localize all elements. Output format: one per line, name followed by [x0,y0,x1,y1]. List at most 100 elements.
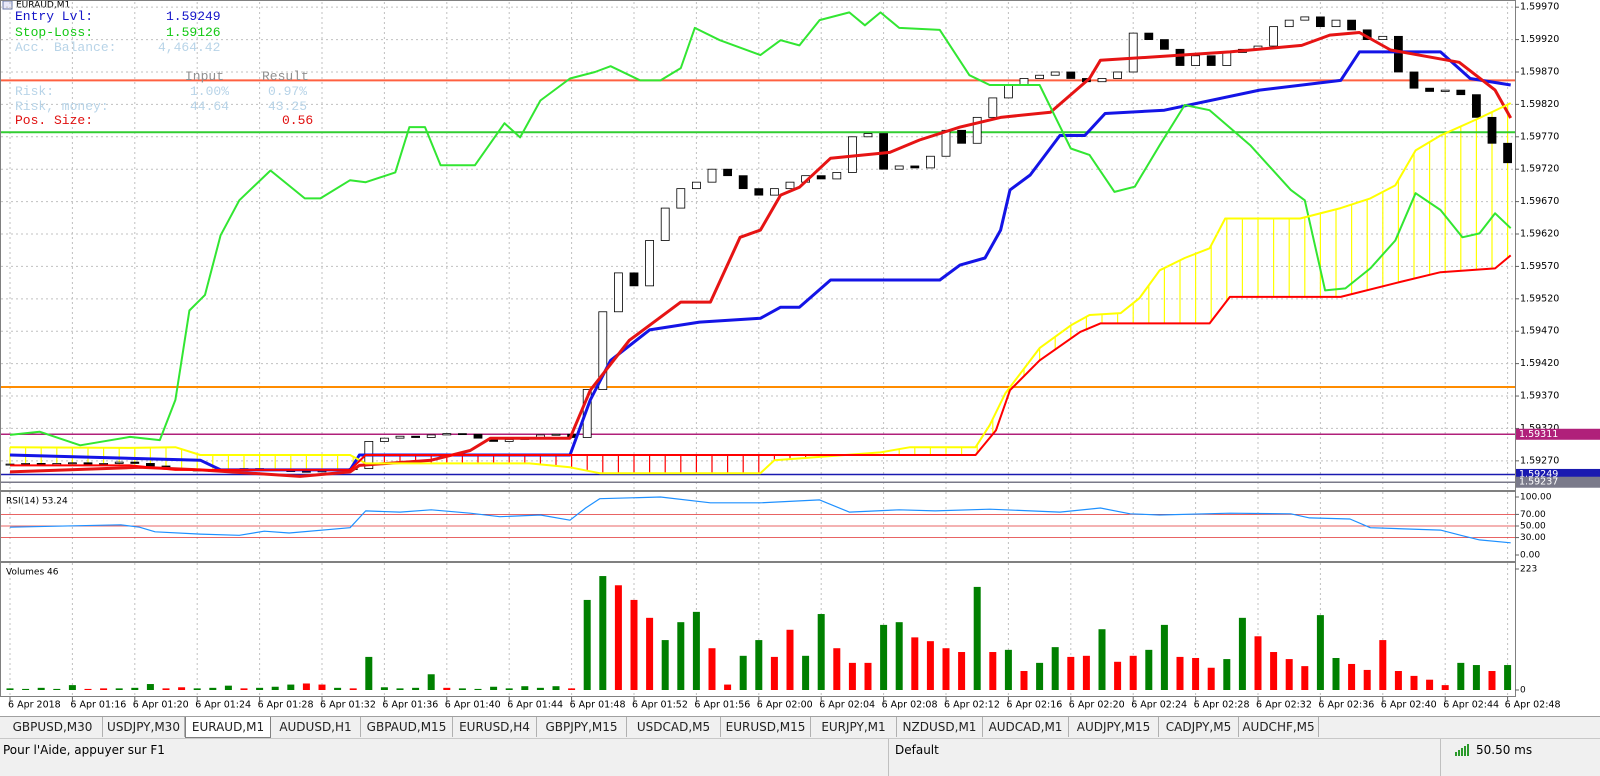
candle-body [972,116,982,144]
risk-input: 1.00% [190,84,230,99]
volume-bar [209,687,217,690]
volume-bar [755,640,763,690]
symbol-tab[interactable]: EURUSD,M15 [721,717,811,737]
volume-bar [817,614,825,690]
y-tick-label: 0.00 [1520,551,1540,561]
symbol-tab[interactable]: CADJPY,M5 [1159,717,1239,737]
volume-bar [1192,657,1200,690]
symbol-tab[interactable]: AUDJPY,M15 [1069,717,1159,737]
symbol-tab[interactable]: NZDUSD,M1 [897,717,983,737]
candle-body [614,272,623,313]
candle-body [1284,19,1294,28]
candle-body [707,168,717,183]
volume-bar [521,686,529,690]
volume-bar [240,688,248,690]
symbol-tab[interactable]: AUDCHF,M5 [1239,717,1319,737]
y-tick-label: 1.59870 [1520,66,1559,77]
symbol-tab[interactable]: GBPUSD,M30 [3,717,103,737]
symbol-tab[interactable]: GBPJPY,M15 [537,717,627,737]
x-tick-label: 6 Apr 01:32 [320,700,376,711]
volume-bar [1332,657,1340,690]
volume-bar [178,687,186,690]
entry-value: 1.59249 [166,9,221,24]
x-tick-label: 6 Apr 01:36 [382,700,438,711]
candle-body [1409,71,1419,89]
candle-body [660,207,670,241]
volume-bar [833,648,841,690]
volume-bar [536,687,544,690]
x-tick-label: 6 Apr 02:36 [1318,700,1374,711]
candle-body [1019,78,1029,86]
y-tick-label: 70.00 [1520,510,1546,520]
volume-bar [474,688,482,690]
symbol-tab[interactable]: EURJPY,M1 [811,717,897,737]
volume-bar [1270,652,1278,690]
balance-label: Acc. Balance: [15,40,117,55]
volume-bar [287,684,295,690]
candle-body [676,188,686,209]
volume-bar [1051,647,1059,690]
candle-body [1394,35,1403,73]
indicator-line [9,31,1513,478]
symbol-tab[interactable]: USDJPY,M30 [103,717,185,737]
volume-bar [256,687,264,690]
candle-body [99,463,108,465]
y-tick-label: 1.59570 [1520,261,1559,272]
volume-bar [490,686,498,690]
x-tick-label: 6 Apr 02:08 [882,700,938,711]
symbol-tab[interactable]: AUDUSD,H1 [271,717,361,737]
y-tick-label: 100.00 [1520,493,1552,503]
x-tick-label: 6 Apr 01:20 [133,700,189,711]
symbol-tab[interactable]: EURUSD,H4 [453,717,537,737]
y-tick-label: 1.59970 [1520,2,1559,13]
indicator-line [9,102,1512,475]
volume-bar [1238,617,1246,690]
candle-body [738,175,748,190]
symbol-tab[interactable]: EURAUD,M1 [185,717,271,738]
volume-bar [193,688,201,690]
volume-bar [1254,636,1262,690]
candle-body [473,433,483,439]
candle-body [910,165,920,169]
candle-body [785,181,795,190]
symbol-tab[interactable]: GBPAUD,M15 [361,717,453,737]
symbol-tab[interactable]: AUDCAD,M1 [983,717,1069,737]
volume-bar [162,688,170,690]
volume-title: Volumes 46 [6,568,59,578]
candle-body [863,133,873,138]
candle-body [1487,116,1497,144]
stop-label: Stop-Loss: [15,25,94,40]
volume-bar [84,688,92,690]
x-tick-label: 6 Apr 02:24 [1131,700,1187,711]
volume-bar [708,648,716,690]
volume-bar [37,687,45,690]
x-tick-label: 6 Apr 02:40 [1381,700,1437,711]
x-tick-label: 6 Apr 01:28 [258,700,314,711]
indicator-line [9,496,1511,544]
volume-bar [1472,665,1480,690]
candle-body [1050,71,1060,76]
y-tick-label: 30.00 [1520,533,1546,543]
x-tick-label: 6 Apr 01:16 [70,700,126,711]
input-header: Input [185,69,225,84]
candle-body [894,165,904,170]
volume-bar [1301,666,1309,690]
x-tick-label: 6 Apr 02:12 [944,700,1000,711]
candle-body [130,461,140,464]
volume-bar [646,617,654,690]
candle-body [645,240,654,287]
volume-bar [318,684,326,690]
volume-bar [958,652,966,690]
price-level-tag [1516,468,1600,480]
candle-body [723,168,732,177]
volume-bar [1394,671,1402,690]
x-tick-label: 6 Apr 02:32 [1256,700,1312,711]
symbol-tab[interactable]: USDCAD,M5 [627,717,721,737]
x-tick-label: 6 Apr 02:44 [1443,700,1499,711]
volume-bar [942,648,950,690]
candle-body [957,129,966,144]
y-tick-label: 1.59770 [1520,131,1559,142]
candle-body [692,181,701,190]
candle-body [504,439,514,442]
candle-body [68,462,77,465]
